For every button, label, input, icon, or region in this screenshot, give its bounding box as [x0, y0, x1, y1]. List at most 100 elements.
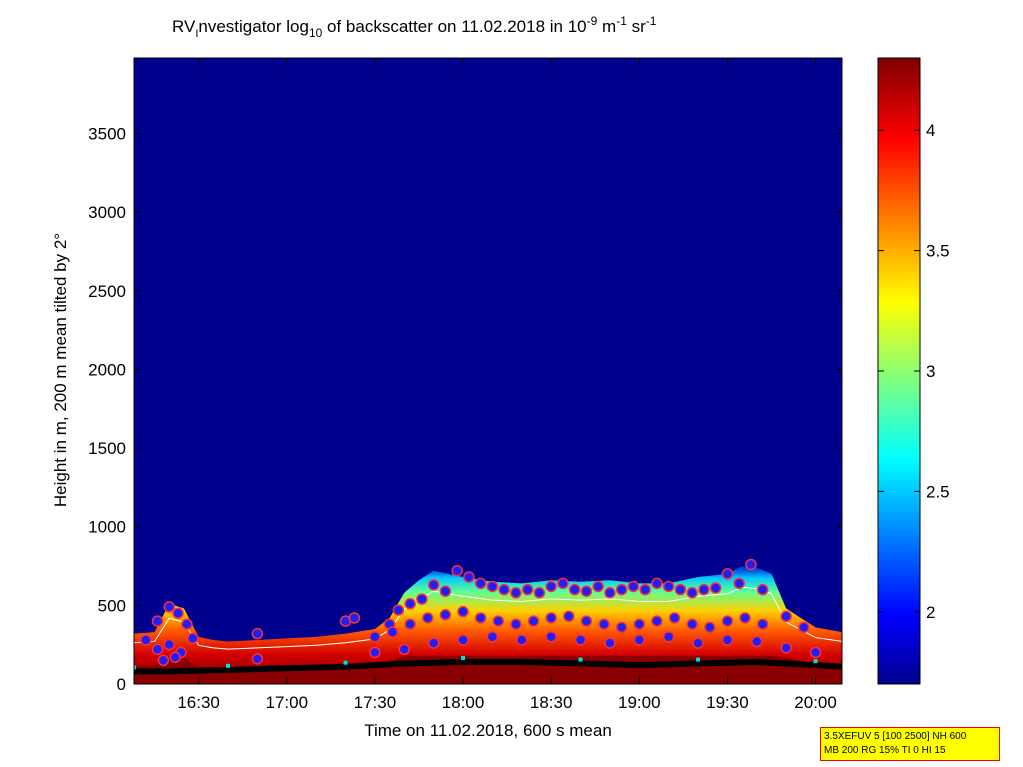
layer-marker: [474, 577, 487, 590]
lowest-layer-point: [696, 657, 701, 662]
layer-marker: [568, 583, 581, 596]
lowest-layer-line: [134, 658, 842, 675]
layer-marker: [745, 558, 757, 571]
layer-marker: [510, 587, 522, 599]
colorbar-ticks: 2 2.5 3 3.5 4: [878, 121, 950, 622]
layer-marker: [598, 618, 610, 630]
layer-marker: [533, 587, 546, 599]
y-tick-label: 2500: [88, 282, 126, 301]
layer-marker: [492, 615, 505, 627]
info-line-1: 3.5XEFUV 5 [100 2500] NH 600: [824, 731, 967, 742]
colorbar-tick-label: 2: [926, 603, 935, 622]
settings-info-box: 3.5XEFUV 5 [100 2500] NH 600 MB 200 RG 1…: [820, 727, 1000, 761]
layer-marker: [739, 612, 751, 624]
layer-marker: [651, 615, 663, 627]
layer-marker: [686, 618, 698, 630]
layer-marker: [662, 580, 675, 593]
layer-marker: [733, 577, 745, 590]
layer-marker: [574, 634, 587, 646]
lowest-layer-point: [343, 660, 348, 665]
layer-marker: [169, 651, 181, 664]
layer-marker: [427, 579, 440, 591]
layer-marker: [527, 615, 540, 627]
layer-marker: [698, 583, 710, 596]
y-tick-label: 1500: [88, 439, 126, 458]
x-tick-label: 19:00: [618, 693, 661, 712]
layer-marker: [463, 571, 475, 583]
layer-marker: [187, 632, 199, 645]
layer-marker: [163, 601, 176, 613]
layer-marker: [639, 583, 651, 596]
layer-marker: [181, 618, 193, 630]
plot-frame: [133, 57, 843, 685]
layer-marker: [662, 631, 675, 643]
layer-marker: [439, 585, 452, 597]
layer-marker: [604, 587, 616, 599]
layer-marker: [486, 580, 499, 593]
layer-marker: [457, 634, 469, 646]
y-tick-label: 0: [117, 675, 126, 694]
layer-marker: [721, 615, 734, 627]
layer-marker: [580, 585, 593, 597]
lowest-layer-point: [461, 655, 466, 660]
colorbar-tick-label: 3.5: [926, 242, 950, 261]
colorbar-tick-label: 3: [926, 362, 935, 381]
layer-marker: [615, 583, 628, 596]
layer-marker: [563, 610, 575, 623]
layer-marker: [604, 637, 616, 649]
chart-title: RVInvestigator log10 of backscatter on 1…: [172, 14, 657, 40]
layer-marker: [451, 565, 463, 577]
layer-marker: [756, 583, 769, 596]
x-tick-label: 16:30: [177, 693, 220, 712]
layer-marker: [151, 615, 164, 627]
layer-marker: [721, 568, 734, 580]
layer-marker: [486, 631, 499, 643]
layer-marker: [151, 643, 164, 656]
layer-marker: [557, 577, 569, 590]
layer-marker: [474, 612, 487, 624]
layer-marker: [516, 634, 528, 646]
layer-marker: [348, 612, 361, 624]
lowest-layer-point: [226, 663, 231, 668]
layer-marker: [627, 580, 640, 593]
layer-marker: [651, 577, 663, 590]
colorbar: [878, 58, 920, 684]
layer-marker: [439, 609, 452, 621]
layer-marker: [251, 627, 264, 640]
colorbar-tick-label: 4: [926, 121, 935, 140]
layer-marker: [780, 610, 792, 623]
layer-marker: [668, 612, 681, 624]
y-axis: 0 500 1000 1500 2000 2500 3000 3500: [88, 124, 842, 694]
layer-marker: [521, 583, 534, 596]
layer-marker: [798, 621, 810, 634]
y-tick-label: 3000: [88, 203, 126, 222]
layer-marker: [704, 621, 716, 634]
y-tick-label: 3500: [88, 124, 126, 143]
layer-marker: [498, 583, 510, 596]
layer-marker: [386, 626, 399, 638]
layer-marker: [692, 637, 704, 649]
layer-marker: [369, 646, 381, 659]
layer-marker: [686, 587, 698, 599]
x-axis: 16:30 17:00 17:30 18:00 18:30 19:00 19:30 20:00: [177, 58, 837, 712]
x-tick-label: 19:30: [706, 693, 749, 712]
lowest-layer-point: [813, 659, 818, 664]
layer-marker: [404, 598, 416, 610]
layer-marker: [751, 635, 763, 648]
y-tick-label: 2000: [88, 360, 126, 379]
layer-marker: [163, 638, 176, 651]
layer-marker: [251, 653, 264, 665]
layer-marker: [427, 637, 440, 649]
x-tick-label: 17:00: [265, 693, 308, 712]
info-line-2: MB 200 RG 15% TI 0 HI 15: [824, 745, 946, 756]
colorbar-tick-label: 2.5: [926, 482, 950, 501]
layer-marker: [404, 618, 416, 630]
layer-marker: [157, 654, 170, 667]
x-tick-label: 18:00: [442, 693, 485, 712]
layer-marker: [633, 618, 646, 630]
y-axis-label: Height in m, 200 m mean tilted by 2°: [51, 233, 70, 507]
layer-marker: [398, 643, 411, 656]
x-tick-label: 17:30: [354, 693, 397, 712]
x-tick-label: 20:00: [794, 693, 837, 712]
